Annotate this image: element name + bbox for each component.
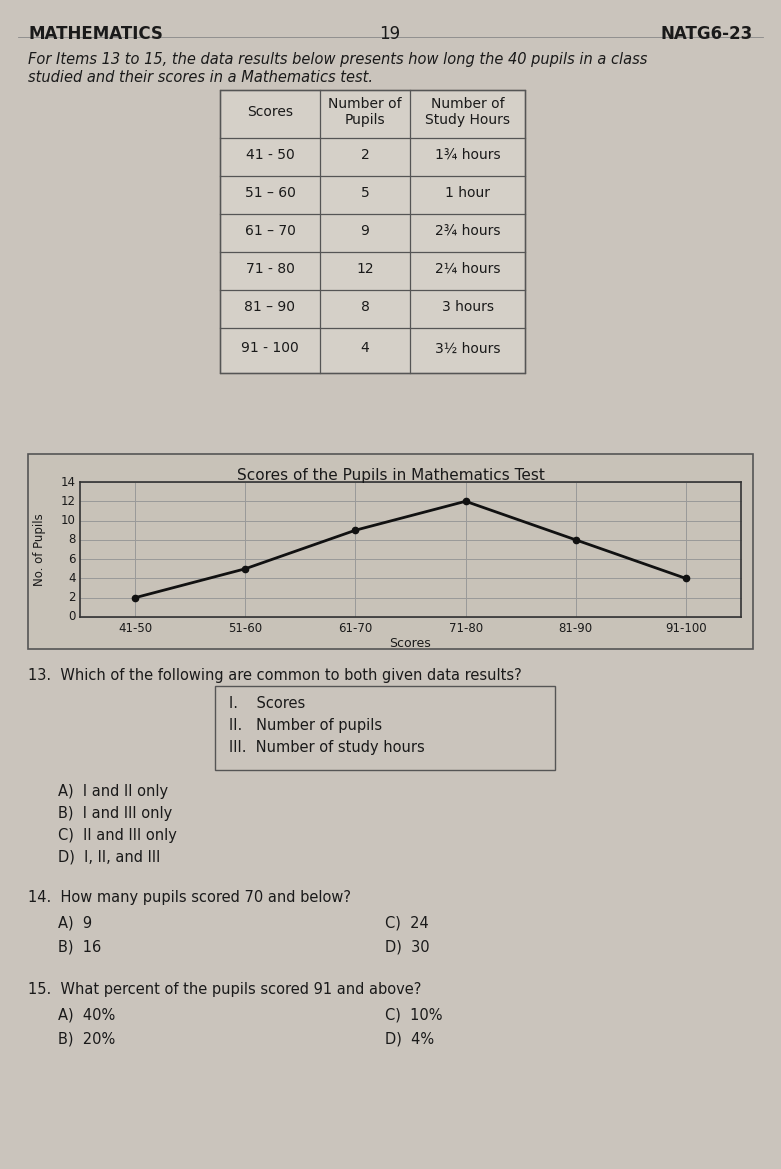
- Text: MATHEMATICS: MATHEMATICS: [28, 25, 163, 43]
- Text: B)  20%: B) 20%: [58, 1032, 116, 1047]
- Text: 12: 12: [356, 262, 374, 276]
- Text: 51-60: 51-60: [228, 622, 262, 635]
- Text: 91 - 100: 91 - 100: [241, 341, 299, 355]
- Text: 15.  What percent of the pupils scored 91 and above?: 15. What percent of the pupils scored 91…: [28, 982, 422, 997]
- Text: 2: 2: [69, 592, 76, 604]
- Text: 41 - 50: 41 - 50: [246, 148, 294, 162]
- Text: 3 hours: 3 hours: [441, 300, 494, 314]
- Text: 1 hour: 1 hour: [445, 186, 490, 200]
- Text: NATG6-23: NATG6-23: [661, 25, 753, 43]
- Text: 9: 9: [361, 224, 369, 238]
- Text: II.   Number of pupils: II. Number of pupils: [229, 718, 382, 733]
- Text: studied and their scores in a Mathematics test.: studied and their scores in a Mathematic…: [28, 70, 373, 85]
- Text: B)  16: B) 16: [58, 940, 102, 955]
- Text: I.    Scores: I. Scores: [229, 696, 305, 711]
- Text: 8: 8: [361, 300, 369, 314]
- Text: Scores of the Pupils in Mathematics Test: Scores of the Pupils in Mathematics Test: [237, 468, 544, 483]
- Text: III.  Number of study hours: III. Number of study hours: [229, 740, 425, 755]
- Text: 61 – 70: 61 – 70: [244, 224, 295, 238]
- Text: 5: 5: [361, 186, 369, 200]
- Text: 71-80: 71-80: [448, 622, 483, 635]
- Text: 2: 2: [361, 148, 369, 162]
- Text: 2¼ hours: 2¼ hours: [435, 262, 501, 276]
- Text: 4: 4: [361, 341, 369, 355]
- Text: D)  I, II, and III: D) I, II, and III: [58, 850, 160, 865]
- Text: 1¾ hours: 1¾ hours: [435, 148, 501, 162]
- Text: A)  9: A) 9: [58, 916, 92, 931]
- Text: 71 - 80: 71 - 80: [245, 262, 294, 276]
- Text: 3½ hours: 3½ hours: [435, 341, 501, 355]
- Text: 19: 19: [380, 25, 401, 43]
- Text: 14.  How many pupils scored 70 and below?: 14. How many pupils scored 70 and below?: [28, 890, 351, 905]
- Bar: [215, 686, 555, 770]
- Text: For Items 13 to 15, the data results below presents how long the 40 pupils in a : For Items 13 to 15, the data results bel…: [28, 51, 647, 67]
- Text: 41-50: 41-50: [118, 622, 152, 635]
- Text: 6: 6: [69, 553, 76, 566]
- Text: 8: 8: [69, 533, 76, 546]
- Text: Number of
Study Hours: Number of Study Hours: [425, 97, 510, 127]
- Text: 12: 12: [61, 494, 76, 507]
- Text: C)  10%: C) 10%: [385, 1008, 443, 1023]
- Text: 91-100: 91-100: [665, 622, 707, 635]
- Text: 0: 0: [69, 610, 76, 623]
- Text: 51 – 60: 51 – 60: [244, 186, 295, 200]
- Text: 61-70: 61-70: [338, 622, 373, 635]
- Text: B)  I and III only: B) I and III only: [58, 805, 173, 821]
- Text: C)  II and III only: C) II and III only: [58, 828, 177, 843]
- Text: C)  24: C) 24: [385, 916, 429, 931]
- Text: Scores: Scores: [390, 637, 431, 650]
- Bar: [28, 454, 753, 649]
- Text: Number of
Pupils: Number of Pupils: [328, 97, 401, 127]
- Text: A)  40%: A) 40%: [58, 1008, 116, 1023]
- Text: 14: 14: [61, 476, 76, 489]
- Bar: [220, 90, 525, 373]
- Text: 4: 4: [69, 572, 76, 584]
- Text: D)  4%: D) 4%: [385, 1032, 434, 1047]
- Text: 81 – 90: 81 – 90: [244, 300, 295, 314]
- Text: Scores: Scores: [247, 105, 293, 119]
- Text: D)  30: D) 30: [385, 940, 430, 955]
- Text: No. of Pupils: No. of Pupils: [34, 513, 47, 586]
- Text: 13.  Which of the following are common to both given data results?: 13. Which of the following are common to…: [28, 667, 522, 683]
- Text: 10: 10: [61, 514, 76, 527]
- Text: A)  I and II only: A) I and II only: [58, 784, 168, 798]
- Text: 81-90: 81-90: [558, 622, 593, 635]
- Text: 2¾ hours: 2¾ hours: [435, 224, 501, 238]
